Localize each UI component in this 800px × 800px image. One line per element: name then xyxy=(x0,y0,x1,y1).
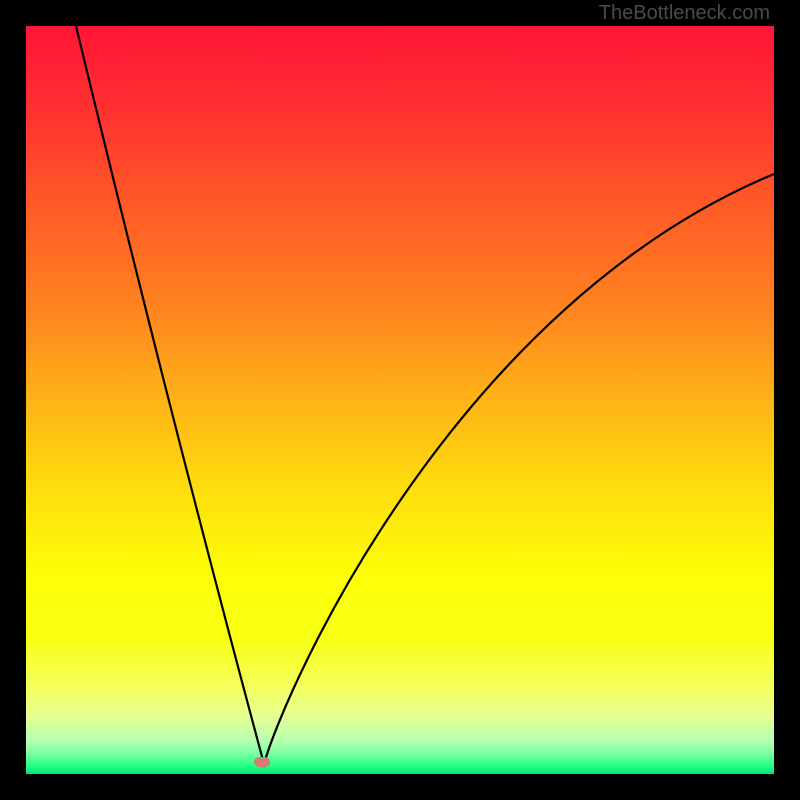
border-bottom xyxy=(0,774,800,800)
bottleneck-curve xyxy=(26,26,774,774)
plot-area xyxy=(26,26,774,774)
chart-container: TheBottleneck.com xyxy=(0,0,800,800)
border-left xyxy=(0,0,26,800)
border-right xyxy=(774,0,800,800)
watermark-text: TheBottleneck.com xyxy=(599,2,770,25)
optimum-marker xyxy=(254,757,270,767)
